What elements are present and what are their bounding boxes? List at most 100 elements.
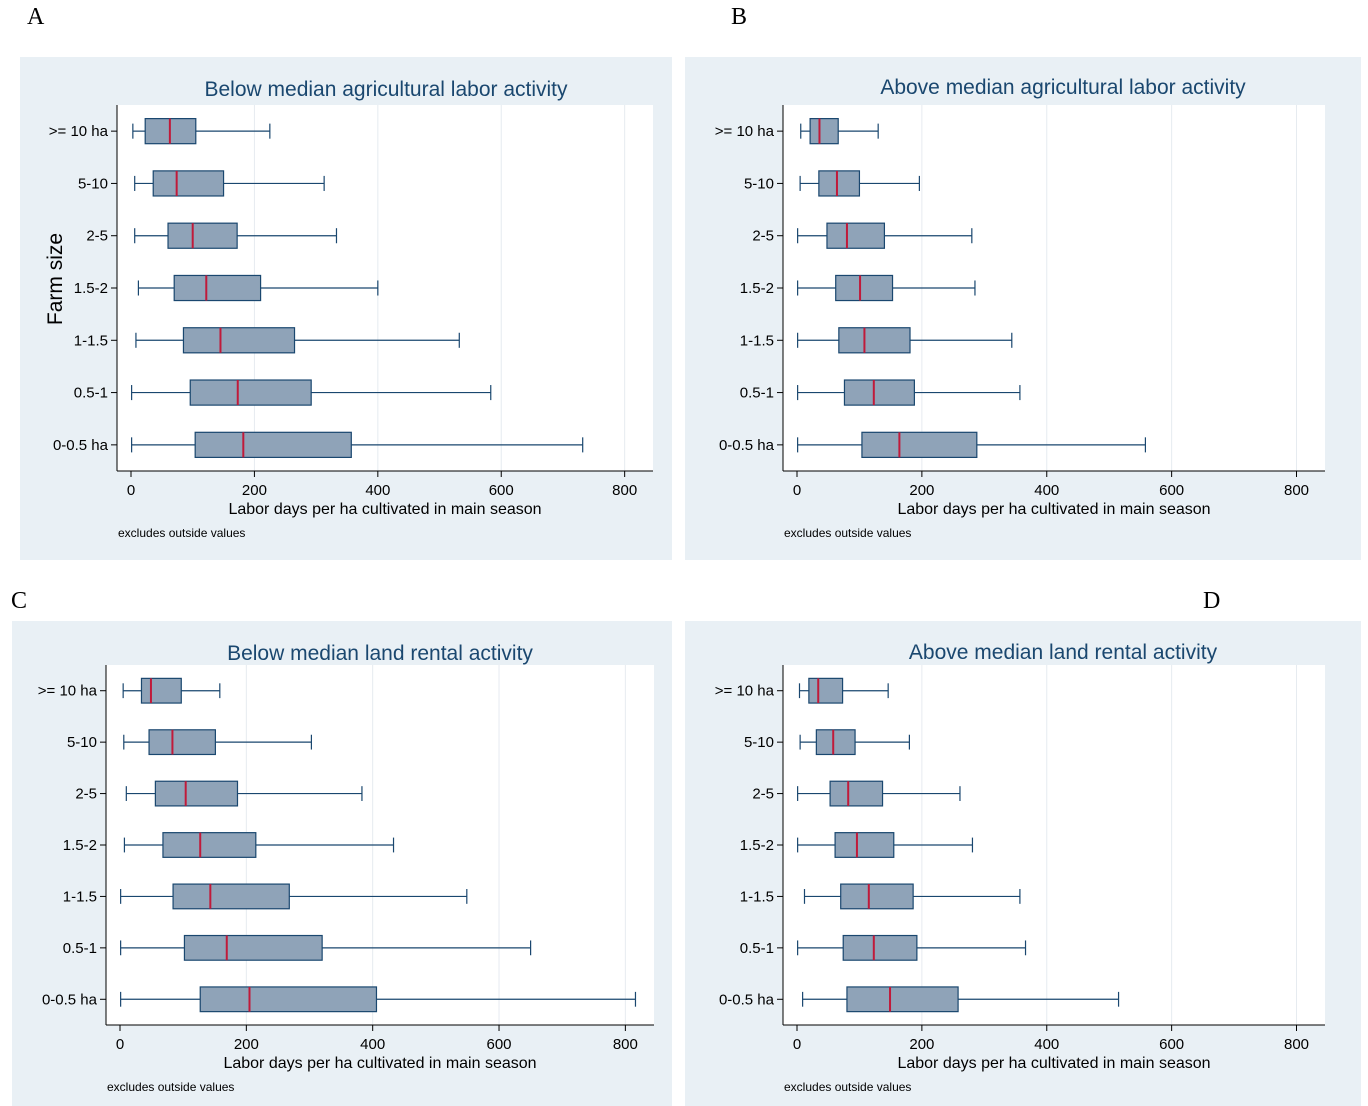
y-tick-label: 1-1.5: [740, 332, 774, 349]
chart-panel-a: Below median agricultural labor activity…: [20, 57, 672, 560]
iqr-box: [840, 883, 914, 910]
x-tick-label: 400: [360, 1036, 385, 1053]
y-tick-label: >= 10 ha: [715, 123, 775, 140]
y-tick-label: 1-1.5: [74, 332, 108, 349]
panel-letter-d: D: [1203, 588, 1221, 614]
iqr-box: [194, 431, 352, 459]
x-axis-label: Labor days per ha cultivated in main sea…: [223, 1055, 536, 1072]
x-tick-label: 0: [116, 1036, 124, 1053]
x-tick-label: 400: [1034, 482, 1059, 499]
y-tick-label: 1.5-2: [740, 280, 774, 297]
chart-note: excludes outside values: [107, 1080, 234, 1094]
y-tick-label: 2-5: [752, 228, 774, 245]
y-tick-label: 5-10: [744, 734, 774, 751]
iqr-box: [829, 780, 884, 807]
chart-title: Above median agricultural labor activity: [880, 76, 1246, 99]
y-tick-label: 0-0.5 ha: [53, 437, 109, 454]
iqr-box: [152, 170, 225, 197]
iqr-box: [182, 327, 296, 354]
y-tick-label: 0-0.5 ha: [719, 991, 775, 1008]
y-tick-label: 1.5-2: [740, 837, 774, 854]
iqr-box: [183, 934, 323, 961]
x-tick-label: 600: [1159, 1036, 1184, 1053]
iqr-box: [835, 274, 894, 302]
iqr-box: [826, 222, 886, 249]
chart-panel-d: Above median land rental activity 0 200 400…: [685, 621, 1361, 1106]
iqr-box: [173, 274, 262, 302]
panel-letter-b: B: [731, 4, 748, 30]
y-tick-label: 1.5-2: [63, 837, 97, 854]
y-tick-label: 5-10: [744, 175, 774, 192]
x-tick-label: 0: [793, 1036, 801, 1053]
x-tick-label: 800: [1284, 482, 1309, 499]
iqr-box: [199, 986, 378, 1013]
box-plot-a: Below median agricultural labor activity…: [44, 78, 653, 540]
box-plot-b: Above median agricultural labor activity…: [715, 76, 1325, 540]
panel-letter-a: A: [27, 4, 45, 30]
chart-panel-b: Above median agricultural labor activity…: [685, 57, 1361, 560]
y-tick-label: 0-0.5 ha: [42, 991, 98, 1008]
chart-title: Above median land rental activity: [909, 641, 1218, 664]
iqr-box: [189, 379, 312, 406]
y-tick-label: 2-5: [75, 786, 97, 803]
y-tick-label: 1-1.5: [63, 888, 97, 905]
iqr-box: [162, 832, 257, 858]
iqr-box: [838, 327, 911, 354]
y-tick-label: 0-0.5 ha: [719, 437, 775, 454]
y-tick-label: 1-1.5: [740, 888, 774, 905]
chart-title: Below median agricultural labor activity: [205, 78, 568, 101]
panel-letter-c: C: [11, 588, 28, 614]
x-tick-label: 200: [909, 482, 934, 499]
iqr-box: [846, 986, 959, 1013]
chart-note: excludes outside values: [784, 1080, 911, 1094]
y-tick-label: >= 10 ha: [38, 683, 98, 700]
x-axis-label: Labor days per ha cultivated in main sea…: [897, 501, 1210, 518]
x-tick-label: 800: [613, 1036, 638, 1053]
iqr-box: [167, 222, 238, 249]
x-tick-label: 600: [487, 1036, 512, 1053]
x-tick-label: 0: [127, 482, 135, 499]
y-tick-label: >= 10 ha: [49, 123, 109, 140]
box-plot-d: Above median land rental activity 0 200 400…: [715, 641, 1325, 1094]
x-axis-label: Labor days per ha cultivated in main sea…: [228, 501, 541, 518]
iqr-box: [172, 883, 290, 910]
iqr-box: [818, 170, 861, 197]
iqr-box: [815, 729, 856, 756]
chart-title: Below median land rental activity: [227, 642, 533, 665]
y-tick-label: 5-10: [67, 734, 97, 751]
x-tick-label: 200: [909, 1036, 934, 1053]
iqr-box: [154, 780, 239, 807]
x-tick-label: 200: [234, 1036, 259, 1053]
x-tick-label: 400: [1034, 1036, 1059, 1053]
chart-panel-c: Below median land rental activity 0 200 400…: [12, 621, 672, 1106]
iqr-box: [834, 832, 895, 858]
iqr-box: [861, 431, 978, 459]
iqr-box: [843, 379, 915, 406]
iqr-box: [140, 677, 182, 704]
y-tick-label: 0.5-1: [740, 385, 774, 402]
iqr-box: [842, 934, 918, 961]
y-tick-label: 5-10: [78, 175, 108, 192]
y-tick-label: 0.5-1: [74, 385, 108, 402]
chart-note: excludes outside values: [784, 526, 911, 540]
x-tick-label: 800: [1284, 1036, 1309, 1053]
y-tick-label: 0.5-1: [63, 940, 97, 957]
x-tick-label: 0: [793, 482, 801, 499]
y-tick-label: 1.5-2: [74, 280, 108, 297]
iqr-box: [809, 117, 839, 145]
iqr-box: [148, 729, 216, 756]
chart-note: excludes outside values: [118, 526, 245, 540]
iqr-box: [808, 677, 844, 704]
x-tick-label: 200: [242, 482, 267, 499]
x-tick-label: 800: [612, 482, 637, 499]
x-tick-label: 600: [489, 482, 514, 499]
y-tick-label: 2-5: [752, 786, 774, 803]
x-axis-label: Labor days per ha cultivated in main sea…: [897, 1055, 1210, 1072]
x-tick-label: 400: [365, 482, 390, 499]
y-tick-label: 0.5-1: [740, 940, 774, 957]
y-tick-label: >= 10 ha: [715, 683, 775, 700]
y-tick-label: 2-5: [86, 228, 108, 245]
x-tick-label: 600: [1159, 482, 1184, 499]
y-axis-label: Farm size: [44, 233, 67, 325]
box-plot-c: Below median land rental activity 0 200 400…: [38, 642, 654, 1094]
